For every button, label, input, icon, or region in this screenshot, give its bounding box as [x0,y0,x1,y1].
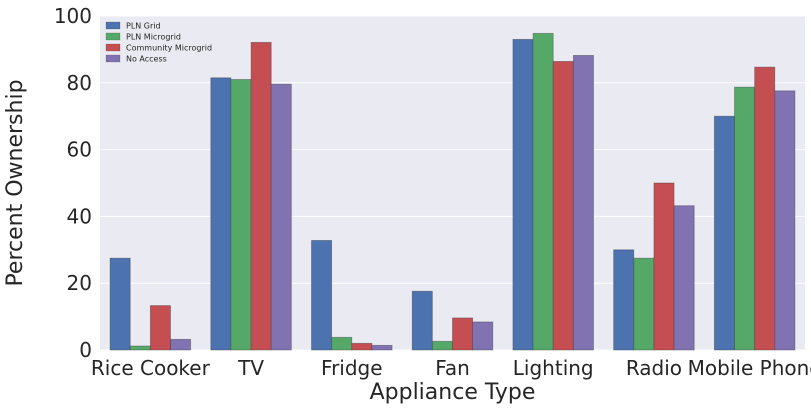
bar-mobile-phone-no-access [774,90,796,351]
bar-lighting-pln-grid [512,38,534,351]
bar-mobile-phone-pln-grid [713,115,735,351]
bar-radio-pln-microgrid [633,257,655,351]
legend-swatch [105,21,121,30]
bar-rice-cooker-pln-microgrid [129,345,151,351]
x-tick-label: Rice Cooker [91,356,211,380]
bar-mobile-phone-pln-microgrid [734,86,756,351]
bar-radio-no-access [673,205,695,351]
x-axis-ticks: Rice Cooker TV Fridge Fan Lighting Radio Mobil… [91,356,811,380]
bar-fan-no-access [472,321,494,351]
legend-label: No Access [126,55,167,64]
bars [109,32,796,351]
bar-tv-pln-microgrid [230,79,252,351]
legend-swatch [105,32,121,41]
bar-tv-community-microgrid [250,41,272,351]
legend-swatch [105,54,121,63]
bar-radio-pln-grid [613,249,635,351]
plot-area [100,15,805,351]
y-tick-label: 100 [54,4,92,28]
bar-mobile-phone-community-microgrid [754,66,776,351]
legend-label: Community Microgrid [126,44,212,53]
y-tick-label: 60 [67,138,92,162]
bar-tv-pln-grid [210,77,232,351]
y-tick-label: 80 [67,71,92,95]
y-tick-label: 20 [67,271,92,295]
x-axis-title: Appliance Type [370,380,536,405]
bar-rice-cooker-pln-grid [109,257,131,351]
legend-label: PLN Grid [126,22,161,31]
x-tick-label: Mobile Phone [688,356,811,380]
x-tick-label: Lighting [513,356,594,380]
bar-radio-community-microgrid [653,182,675,351]
y-axis-title: Percent Ownership [3,79,28,286]
y-axis-ticks: 0 20 40 60 80 100 [54,4,92,362]
bar-lighting-community-microgrid [552,61,574,351]
bar-fan-pln-grid [411,290,433,351]
legend-swatch [105,43,121,52]
bar-fridge-pln-grid [311,240,333,351]
bar-tv-no-access [270,83,292,351]
plot-background [100,16,805,350]
x-tick-label: TV [237,356,264,380]
bar-fan-community-microgrid [452,317,474,351]
y-tick-label: 40 [67,204,92,228]
bar-fridge-no-access [371,344,393,351]
bar-rice-cooker-no-access [170,338,192,351]
y-tick-label: 0 [79,338,92,362]
legend-label: PLN Microgrid [126,33,181,42]
legend: PLN Grid PLN Microgrid Community Microgrid… [105,21,212,64]
bar-rice-cooker-community-microgrid [149,305,171,351]
x-tick-label: Fan [435,356,470,380]
x-tick-label: Fridge [321,356,383,380]
bar-lighting-pln-microgrid [532,32,554,351]
bar-fridge-pln-microgrid [331,336,353,351]
bar-lighting-no-access [572,55,594,351]
x-tick-label: Radio [626,356,682,380]
bar-fan-pln-microgrid [431,340,453,351]
bar-fridge-community-microgrid [351,342,373,351]
